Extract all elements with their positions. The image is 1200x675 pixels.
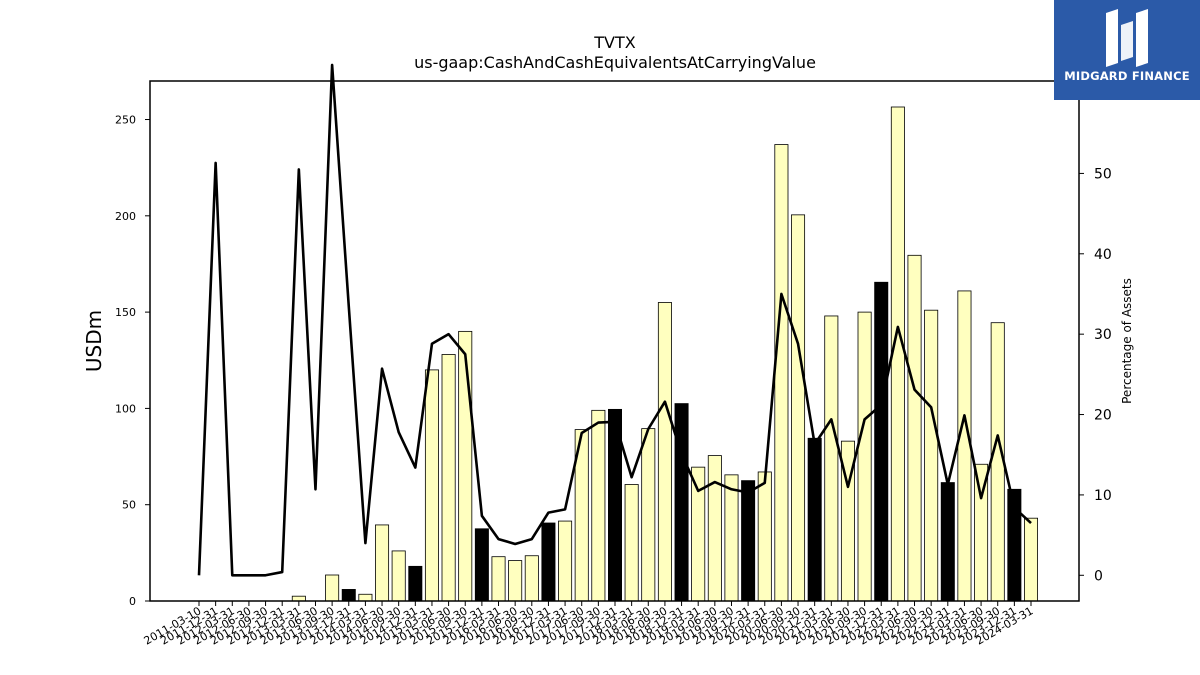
bar (874, 281, 889, 602)
bar (741, 480, 756, 602)
bar (375, 524, 390, 602)
bar (508, 560, 523, 602)
bar (524, 555, 539, 602)
y-tick-label: 0 (129, 595, 136, 608)
chart-title: TVTX (593, 33, 635, 52)
bar (641, 428, 656, 602)
y-tick-label: 100 (115, 402, 136, 415)
y-tick-label-right: 30 (1094, 327, 1112, 343)
logo-mark-icon (1106, 9, 1148, 67)
bar (774, 144, 789, 602)
bar (591, 409, 606, 602)
bar (458, 330, 473, 602)
bar (724, 474, 739, 602)
bar (990, 322, 1005, 602)
bar (957, 290, 972, 602)
y-tick-label-right: 10 (1094, 488, 1112, 504)
bar (674, 403, 689, 602)
bar (341, 589, 356, 602)
y-tick-label-right: 20 (1094, 408, 1112, 424)
y-axis-label-right: Percentage of Assets (1120, 278, 1134, 404)
bar (857, 311, 872, 602)
bar (940, 482, 955, 602)
y-tick-label-right: 40 (1094, 247, 1112, 263)
chart-subtitle: us-gaap:CashAndCashEquivalentsAtCarrying… (414, 53, 816, 72)
bar (924, 309, 939, 602)
bar (657, 302, 672, 602)
brand-logo: MIDGARD FINANCE (1054, 0, 1200, 100)
bar (791, 214, 806, 602)
bar (907, 254, 922, 602)
bar (1024, 517, 1039, 602)
y-tick-label: 150 (115, 306, 136, 319)
bar (408, 565, 423, 602)
y-tick-label: 200 (115, 210, 136, 223)
logo-text: MIDGARD FINANCE (1064, 69, 1190, 83)
bar (558, 520, 573, 602)
y-tick-label: 250 (115, 114, 136, 127)
y-tick-label-right: 50 (1094, 166, 1112, 182)
y-tick-label: 50 (122, 499, 136, 512)
bar (824, 315, 839, 602)
bar (424, 369, 439, 602)
bar (807, 437, 822, 602)
y-tick-label-right: 0 (1094, 568, 1103, 584)
bar (358, 593, 373, 602)
y-axis-label: USDm (82, 310, 106, 372)
series-line (197, 63, 1032, 577)
bar (541, 522, 556, 602)
bar (441, 354, 456, 602)
bar (474, 528, 489, 602)
bar (491, 556, 506, 602)
bar (757, 471, 772, 602)
bar (624, 484, 639, 602)
bar (325, 574, 340, 602)
bar (707, 455, 722, 602)
bar (391, 550, 406, 602)
